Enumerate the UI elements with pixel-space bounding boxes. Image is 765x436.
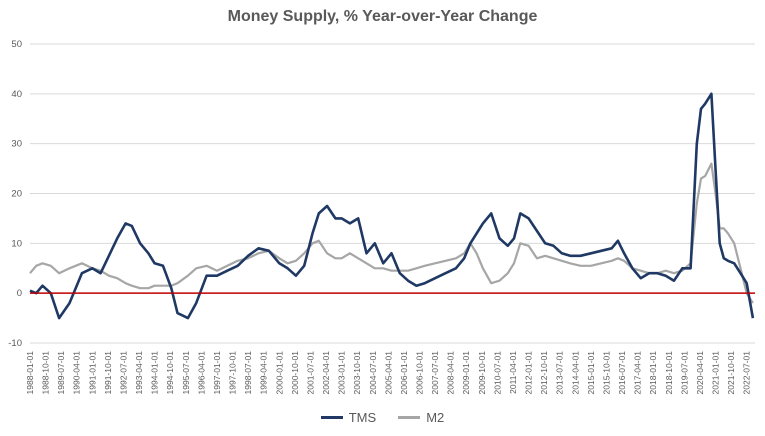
- x-tick-label: 2010-07-01: [492, 351, 502, 395]
- x-tick-label: 2001-07-01: [305, 351, 315, 395]
- x-tick-label: 2006-10-01: [415, 351, 425, 395]
- x-tick-label: 2009-10-01: [477, 351, 487, 395]
- x-tick-label: 2003-10-01: [352, 351, 362, 395]
- x-tick-label: 2011-04-01: [508, 351, 518, 394]
- y-tick-label: 40: [11, 89, 22, 100]
- x-tick-label: 2015-10-01: [601, 351, 611, 395]
- x-tick-label: 2012-01-01: [524, 351, 534, 395]
- x-tick-label: 2005-04-01: [383, 351, 393, 395]
- y-tick-label: 50: [11, 39, 22, 50]
- chart-title: Money Supply, % Year-over-Year Change: [227, 8, 538, 25]
- x-tick-label: 2016-07-01: [617, 351, 627, 395]
- y-tick-label: -10: [8, 338, 22, 349]
- x-tick-label: 2013-07-01: [555, 351, 565, 395]
- x-tick-label: 1990-04-01: [72, 351, 82, 395]
- x-tick-label: 1991-01-01: [87, 351, 97, 395]
- x-tick-label: 2019-07-01: [679, 351, 689, 395]
- x-tick-label: 1999-04-01: [259, 351, 269, 395]
- x-tick-label: 1994-01-01: [150, 351, 160, 395]
- x-tick-label: 1992-07-01: [118, 351, 128, 395]
- x-tick-label: 2021-10-01: [726, 351, 736, 395]
- x-tick-label: 2000-01-01: [274, 351, 284, 395]
- x-tick-label: 2018-10-01: [664, 351, 674, 395]
- x-tick-label: 2015-01-01: [586, 351, 596, 395]
- legend-label: TMS: [348, 410, 377, 425]
- legend: TMS M2: [0, 410, 765, 425]
- x-tick-label: 2007-07-01: [430, 351, 440, 395]
- legend-swatch: [398, 416, 421, 419]
- x-tick-label: 2012-10-01: [539, 351, 549, 395]
- x-tick-label: 2014-04-01: [570, 351, 580, 395]
- x-tick-label: 2006-01-01: [399, 351, 409, 395]
- x-tick-label: 1998-07-01: [243, 351, 253, 395]
- legend-swatch: [320, 416, 343, 419]
- x-tick-label: 2003-01-01: [337, 351, 347, 395]
- x-tick-label: 1991-10-01: [103, 351, 113, 395]
- x-tick-label: 1996-04-01: [196, 351, 206, 395]
- series-line-tms: [29, 92, 755, 320]
- y-tick-label: 0: [17, 288, 22, 299]
- y-tick-label: 20: [11, 189, 22, 200]
- x-tick-label: 1994-10-01: [165, 351, 175, 395]
- x-tick-label: 2018-01-01: [648, 351, 658, 395]
- legend-label: M2: [426, 410, 445, 425]
- x-tick-label: 1993-04-01: [134, 351, 144, 395]
- x-tick-label: 2021-01-01: [711, 351, 721, 395]
- x-tick-label: 1995-07-01: [181, 351, 191, 395]
- x-tick-label: 2004-07-01: [368, 351, 378, 395]
- x-tick-label: 2022-07-01: [742, 351, 752, 395]
- x-tick-label: 1997-01-01: [212, 351, 222, 395]
- series-line-m2: [29, 162, 754, 304]
- y-tick-label: 30: [11, 139, 22, 150]
- x-tick-label: 1988-10-01: [41, 351, 51, 395]
- legend-item: TMS: [320, 410, 377, 425]
- x-tick-label: 1989-07-01: [56, 351, 66, 395]
- x-tick-label: 2017-04-01: [633, 351, 643, 395]
- x-tick-label: 2002-04-01: [321, 351, 331, 395]
- x-tick-label: 2009-01-01: [461, 351, 471, 395]
- x-tick-label: 2008-04-01: [446, 351, 456, 395]
- legend-item: M2: [398, 410, 444, 425]
- x-tick-label: 2000-10-01: [290, 351, 300, 395]
- y-tick-label: 10: [11, 238, 22, 249]
- x-tick-label: 1997-10-01: [228, 351, 238, 395]
- x-tick-label: 1988-01-01: [25, 351, 35, 395]
- x-tick-label: 2020-04-01: [695, 351, 705, 395]
